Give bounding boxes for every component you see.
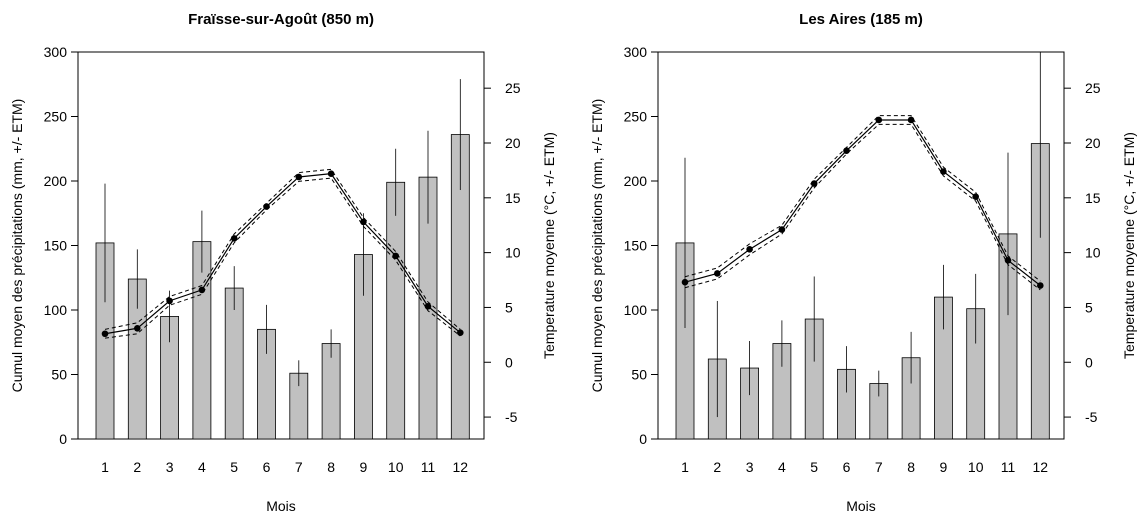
temp-point — [778, 226, 786, 233]
x-tick-label: 1 — [681, 459, 689, 475]
temp-point — [875, 116, 883, 124]
y-tick-label: 150 — [44, 238, 68, 254]
x-tick-label: 7 — [295, 459, 303, 475]
x-tick-label: 2 — [133, 459, 141, 475]
x-tick-label: 6 — [843, 459, 851, 475]
y2-tick-label: 15 — [1085, 190, 1101, 206]
x-tick-label: 10 — [388, 459, 404, 475]
y2-tick-label: 10 — [1085, 245, 1101, 261]
x-tick-label: 12 — [1033, 459, 1049, 475]
temp-point — [457, 329, 464, 336]
x-tick-label: 11 — [421, 459, 436, 475]
temp-point — [972, 193, 979, 201]
x-tick-label: 8 — [907, 459, 915, 475]
chart-panel-fraisse: Fraïsse-sur-Agoût (850 m)050100150200250… — [9, 11, 557, 514]
precip-bar — [224, 287, 244, 440]
temp-point — [843, 147, 850, 154]
y-tick-label: 150 — [624, 238, 648, 254]
x-tick-label: 7 — [875, 459, 883, 475]
temp-point — [907, 116, 915, 124]
y2-tick-label: -5 — [505, 409, 518, 425]
y-tick-label: 100 — [44, 302, 68, 318]
temp-point — [263, 203, 270, 210]
temp-point — [810, 180, 818, 187]
temp-point — [295, 173, 303, 181]
y2-tick-label: 5 — [505, 299, 513, 315]
chart-panel-les-aires: Les Aires (185 m) 0 50 100 150 200 250 300 -5 0 5 1… — [589, 11, 1137, 514]
y2-tick-label: 10 — [505, 245, 521, 261]
temp-point — [134, 324, 141, 332]
temp-point — [1037, 282, 1044, 289]
y-axis-label: Cumul moyen des précipitations (mm, +/- … — [589, 99, 605, 393]
temp-upper-error-line — [684, 115, 1041, 282]
temp-point — [230, 235, 238, 242]
y2-axis-label: Temperature moyenne (°C, +/- ETM) — [1121, 132, 1137, 359]
y2-tick-label: -5 — [1085, 409, 1098, 425]
temp-point — [327, 170, 335, 177]
temp-point — [940, 168, 947, 175]
x-axis-label: Mois — [846, 498, 876, 514]
y2-tick-label: 20 — [1085, 135, 1101, 151]
temp-point — [746, 246, 753, 253]
x-tick-label: 4 — [778, 459, 786, 475]
y2-tick-label: 0 — [505, 354, 513, 370]
y2-tick-label: 20 — [505, 135, 521, 151]
y-axis-label: Cumul moyen des précipitations (mm, +/- … — [9, 99, 25, 393]
x-tick-label: 5 — [230, 459, 238, 475]
precip-bar — [321, 343, 341, 440]
x-tick-label: 6 — [263, 459, 271, 475]
temp-point — [424, 303, 432, 310]
y-tick-label: 300 — [624, 44, 648, 60]
x-tick-label: 8 — [327, 459, 335, 475]
y-tick-label: 300 — [44, 44, 68, 60]
precip-bar — [386, 181, 406, 440]
y2-tick-label: 25 — [1085, 80, 1101, 96]
temp-point — [681, 278, 689, 286]
y2-tick-label: 5 — [1085, 299, 1093, 315]
temp-upper-error-line — [104, 168, 461, 330]
y-tick-label: 0 — [639, 431, 647, 447]
x-tick-label: 9 — [940, 459, 948, 475]
y-tick-label: 200 — [44, 173, 68, 189]
chart-title: Les Aires (185 m) — [799, 11, 923, 28]
x-tick-label: 9 — [360, 459, 368, 475]
x-tick-label: 4 — [198, 459, 206, 475]
temp-point — [714, 270, 721, 277]
x-axis-label: Mois — [266, 498, 296, 514]
x-tick-label: 2 — [713, 459, 721, 475]
temp-lower-error-line — [104, 177, 461, 339]
temp-point — [101, 330, 109, 338]
y-tick-label: 250 — [624, 109, 648, 125]
y-tick-label: 250 — [44, 109, 68, 125]
x-tick-label: 3 — [166, 459, 174, 475]
chart-title: Fraïsse-sur-Agoût (850 m) — [188, 11, 374, 28]
y2-tick-label: 0 — [1085, 354, 1093, 370]
temp-point — [198, 286, 206, 294]
temp-point — [1004, 257, 1012, 264]
y-tick-label: 200 — [624, 173, 648, 189]
x-tick-label: 10 — [968, 459, 984, 475]
temp-point — [392, 252, 400, 260]
x-tick-label: 12 — [453, 459, 469, 475]
x-tick-label: 5 — [810, 459, 818, 475]
temp-line — [104, 173, 461, 335]
temp-line — [684, 119, 1041, 286]
y2-tick-label: 15 — [505, 190, 521, 206]
y-tick-label: 0 — [59, 431, 67, 447]
y-tick-label: 100 — [624, 302, 648, 318]
x-tick-label: 3 — [746, 459, 754, 475]
x-tick-label: 1 — [101, 459, 109, 475]
y2-axis-label: Temperature moyenne (°C, +/- ETM) — [541, 132, 557, 359]
temp-point — [166, 297, 173, 305]
y-tick-label: 50 — [51, 367, 67, 383]
temp-lower-error-line — [684, 123, 1041, 291]
x-tick-label: 11 — [1001, 459, 1016, 475]
y2-tick-label: 25 — [505, 80, 521, 96]
temp-point — [360, 218, 367, 226]
y-tick-label: 50 — [631, 367, 647, 383]
